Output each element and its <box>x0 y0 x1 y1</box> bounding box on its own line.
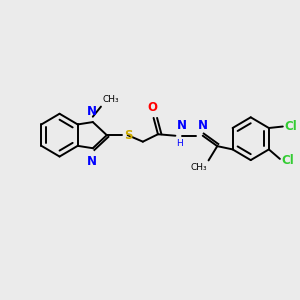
Text: N: N <box>177 118 187 132</box>
Text: S: S <box>124 129 132 142</box>
Text: N: N <box>197 118 208 132</box>
Text: H: H <box>177 139 183 148</box>
Text: O: O <box>147 101 157 114</box>
Text: Cl: Cl <box>281 154 294 167</box>
Text: CH₃: CH₃ <box>102 95 119 104</box>
Text: N: N <box>87 155 97 168</box>
Text: N: N <box>87 105 97 118</box>
Text: Cl: Cl <box>284 120 297 133</box>
Text: CH₃: CH₃ <box>191 164 207 172</box>
